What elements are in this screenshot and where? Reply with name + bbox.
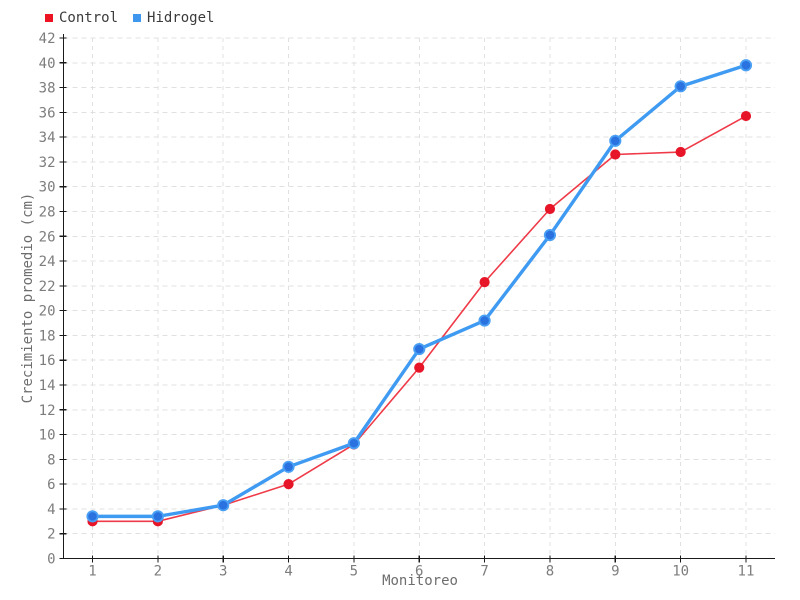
x-tick-label: 7 [480,564,488,580]
x-axis-title: Monitoreo [382,573,458,589]
data-point-control-11 [740,110,752,122]
data-point-control-9 [610,149,621,160]
x-tick-label: 3 [219,564,227,580]
data-point-control-6 [414,362,425,373]
x-tick-label: 10 [672,564,689,580]
data-point-control-8 [544,203,556,215]
x-tick-label: 4 [284,564,292,580]
y-tick-label: 20 [39,304,56,320]
y-tick-label: 42 [39,31,56,47]
y-tick-label: 30 [39,180,56,196]
x-tick-label: 1 [88,564,96,580]
legend-item-control[interactable]: Control [45,11,118,25]
legend-swatch-control [45,14,53,22]
y-tick-label: 28 [39,205,56,221]
y-tick-label: 32 [39,155,56,171]
data-point-hidrogel-10 [674,80,687,93]
data-point-control-4 [283,479,294,490]
data-point-hidrogel-3 [217,499,230,512]
y-tick-label: 12 [39,403,56,419]
y-tick-label: 8 [47,452,55,468]
data-point-hidrogel-7 [478,314,491,327]
y-tick-label: 4 [47,502,55,518]
data-point-hidrogel-2 [151,510,164,523]
y-tick-label: 16 [39,353,56,369]
data-point-hidrogel-4 [282,460,295,473]
y-tick-label: 22 [39,279,56,295]
x-tick-label: 5 [350,564,358,580]
legend-label: Control [59,10,119,26]
x-tick-label: 2 [154,564,162,580]
legend-label: Hidrogel [147,10,215,26]
data-point-hidrogel-11 [739,59,753,72]
data-point-hidrogel-8 [543,228,557,242]
y-tick-label: 2 [47,527,55,543]
y-tick-label: 24 [39,254,56,270]
y-tick-label: 0 [47,552,55,568]
y-tick-label: 36 [39,105,56,121]
x-tick-label: 6 [415,564,423,580]
data-point-control-7 [479,277,490,288]
y-axis-title: Crecimiento promedio (cm) [20,192,36,404]
legend: Control Hidrogel [45,11,214,25]
y-tick-label: 10 [39,428,56,444]
y-tick-label: 18 [39,328,56,344]
y-tick-label: 38 [39,81,56,97]
legend-swatch-hidrogel [133,14,142,22]
y-tick-label: 26 [39,229,56,245]
y-tick-label: 40 [39,56,56,72]
x-tick-label: 8 [546,564,554,580]
data-point-hidrogel-5 [347,437,361,450]
y-tick-label: 6 [47,477,55,493]
data-point-hidrogel-9 [609,134,622,147]
data-point-control-10 [675,146,686,158]
y-tick-label: 14 [39,378,56,394]
data-point-hidrogel-1 [86,510,99,523]
x-tick-label: 11 [738,564,755,580]
data-point-hidrogel-6 [413,342,426,356]
y-tick-label: 34 [39,130,56,146]
x-tick-label: 9 [611,564,619,580]
legend-item-hidrogel[interactable]: Hidrogel [133,11,214,25]
